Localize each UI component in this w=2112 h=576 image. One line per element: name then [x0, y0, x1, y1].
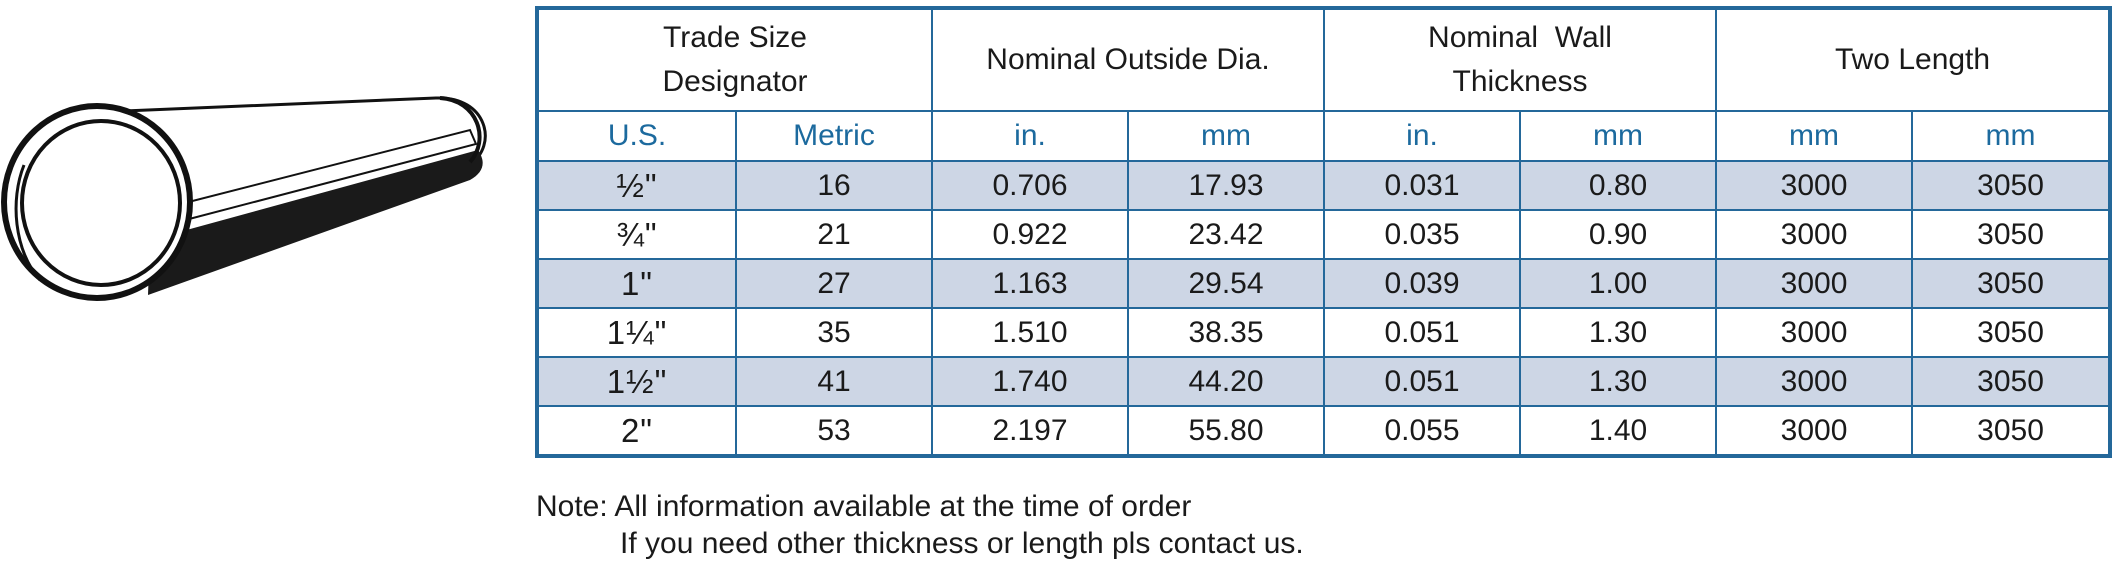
cell-metric: 27 [735, 258, 933, 309]
cell-length-1: 3000 [1715, 307, 1914, 358]
cell-length-2: 3050 [1911, 160, 2112, 211]
pipe-icon [1, 96, 487, 301]
unit-metric: Metric [735, 110, 933, 162]
table-row: 1" 27 1.163 29.54 0.039 1.00 3000 3050 [536, 258, 2112, 309]
table-row: 1¼" 35 1.510 38.35 0.051 1.30 3000 3050 [536, 307, 2112, 358]
cell-length-1: 3000 [1715, 160, 1914, 211]
pipe-spec-table: Trade Size Designator Nominal Outside Di… [535, 6, 2112, 458]
unit-header-row: U.S. Metric in. mm in. mm mm mm [536, 110, 2112, 162]
cell-od-in: 0.922 [931, 209, 1129, 260]
unit-length-1-mm: mm [1715, 110, 1914, 162]
cell-length-1: 3000 [1715, 356, 1914, 407]
cell-wall-mm: 1.30 [1519, 307, 1718, 358]
unit-length-2-mm: mm [1911, 110, 2112, 162]
cell-us: ¾" [536, 209, 737, 260]
cell-length-2: 3050 [1911, 307, 2112, 358]
cell-metric: 16 [735, 160, 933, 211]
table-row: 2" 53 2.197 55.80 0.055 1.40 3000 3050 [536, 405, 2112, 457]
cell-od-mm: 44.20 [1126, 356, 1326, 407]
note-line-2: If you need other thickness or length pl… [620, 527, 1304, 560]
note-line-1: Note: All information available at the t… [536, 490, 1192, 523]
cell-us: 1" [536, 258, 737, 309]
cell-length-1: 3000 [1715, 405, 1914, 457]
unit-us: U.S. [536, 110, 737, 162]
cell-wall-mm: 0.90 [1519, 209, 1718, 260]
cell-od-mm: 17.93 [1126, 160, 1326, 211]
two-length-header: Two Length [1715, 7, 2112, 112]
cell-od-in: 1.163 [931, 258, 1129, 309]
cell-wall-mm: 0.80 [1519, 160, 1718, 211]
cell-length-2: 3050 [1911, 405, 2112, 457]
cell-od-in: 0.706 [931, 160, 1129, 211]
cell-length-2: 3050 [1911, 258, 2112, 309]
unit-od-in: in. [931, 110, 1129, 162]
cell-length-2: 3050 [1911, 356, 2112, 407]
cell-metric: 41 [735, 356, 933, 407]
unit-wall-in: in. [1323, 110, 1522, 162]
cell-us: ½" [536, 160, 737, 211]
cell-metric: 35 [735, 307, 933, 358]
table-row: ¾" 21 0.922 23.42 0.035 0.90 3000 3050 [536, 209, 2112, 260]
outside-dia-header: Nominal Outside Dia. [930, 7, 1326, 112]
cell-length-1: 3000 [1715, 258, 1914, 309]
cell-length-1: 3000 [1715, 209, 1914, 260]
cell-wall-in: 0.051 [1323, 307, 1522, 358]
table-row: ½" 16 0.706 17.93 0.031 0.80 3000 3050 [536, 160, 2112, 211]
cell-us: 2" [536, 405, 737, 457]
cell-us: 1½" [536, 356, 737, 407]
cell-wall-in: 0.039 [1323, 258, 1522, 309]
cell-metric: 21 [735, 209, 933, 260]
cell-wall-mm: 1.40 [1519, 405, 1718, 457]
cell-od-mm: 29.54 [1126, 258, 1326, 309]
cell-wall-mm: 1.30 [1519, 356, 1718, 407]
cell-length-2: 3050 [1911, 209, 2112, 260]
trade-size-header: Trade Size Designator [536, 7, 933, 112]
cell-wall-in: 0.055 [1323, 405, 1522, 457]
unit-od-mm: mm [1126, 110, 1326, 162]
cell-od-mm: 23.42 [1126, 209, 1326, 260]
cell-wall-in: 0.035 [1323, 209, 1522, 260]
cell-od-mm: 55.80 [1126, 405, 1326, 457]
wall-thickness-header: Nominal Wall Thickness [1323, 7, 1718, 112]
note-text: Note: All information available at the t… [536, 488, 1304, 562]
cell-wall-in: 0.051 [1323, 356, 1522, 407]
cell-wall-mm: 1.00 [1519, 258, 1718, 309]
cell-od-in: 1.510 [931, 307, 1129, 358]
cell-od-in: 2.197 [931, 405, 1129, 457]
table-row: 1½" 41 1.740 44.20 0.051 1.30 3000 3050 [536, 356, 2112, 407]
cell-wall-in: 0.031 [1323, 160, 1522, 211]
cell-us: 1¼" [536, 307, 737, 358]
cell-od-mm: 38.35 [1126, 307, 1326, 358]
cell-od-in: 1.740 [931, 356, 1129, 407]
cell-metric: 53 [735, 405, 933, 457]
unit-wall-mm: mm [1519, 110, 1718, 162]
group-header-row: Trade Size Designator Nominal Outside Di… [536, 7, 2112, 112]
